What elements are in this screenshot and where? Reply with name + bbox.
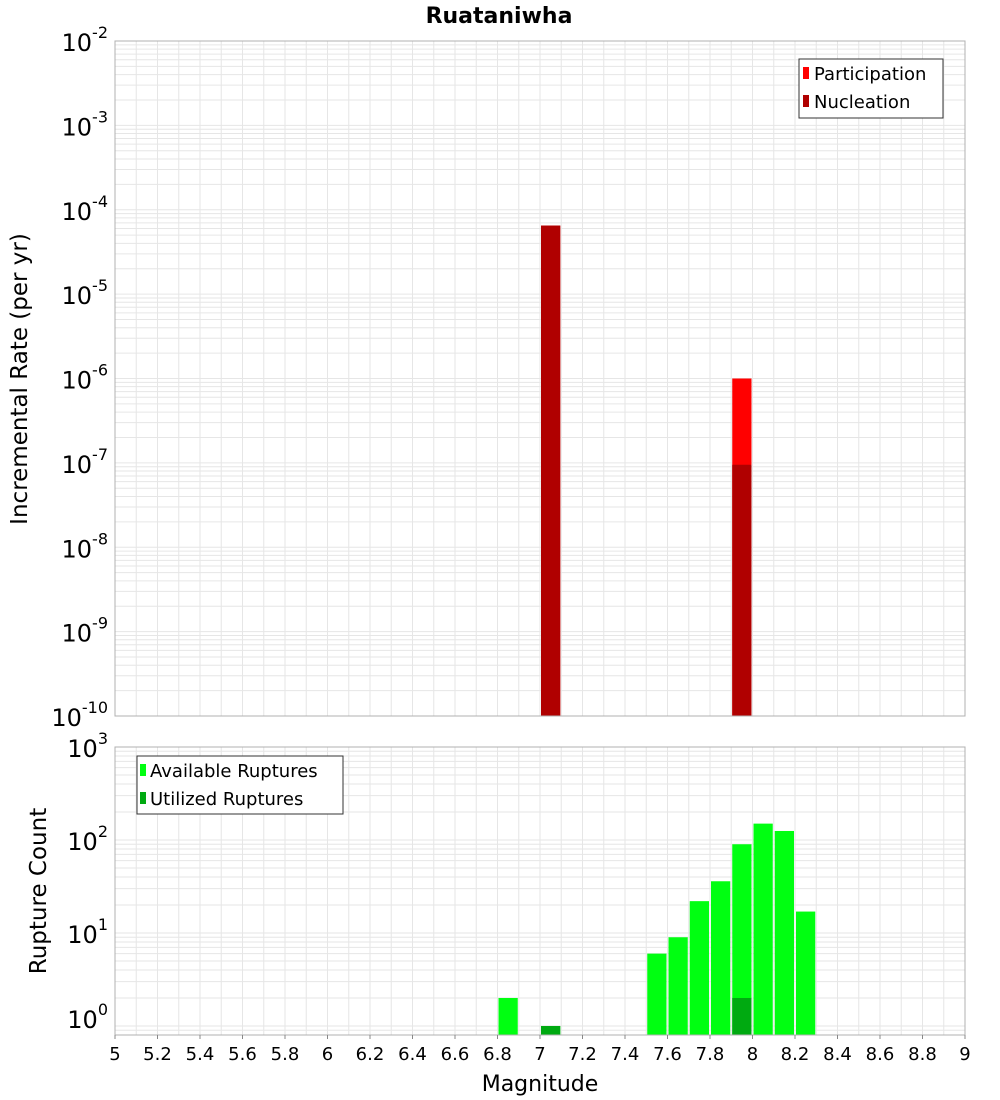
utilized-legend-swatch bbox=[140, 792, 146, 804]
x-tick-label: 5.6 bbox=[228, 1044, 257, 1065]
rate-plot-bars bbox=[541, 225, 752, 717]
nucleation-legend-swatch bbox=[803, 95, 809, 107]
x-tick-label: 6.4 bbox=[398, 1044, 427, 1065]
rate-plot: 10-2 10-3 10-4 10-5 10-6 10-7 10-8 10-9 10-10 In… bbox=[7, 23, 966, 732]
count-legend-box bbox=[136, 755, 344, 815]
rate-nucleation-bar bbox=[541, 225, 561, 717]
count-available-ruptures-bar bbox=[668, 937, 688, 1035]
available-legend-label: Available Ruptures bbox=[150, 761, 318, 782]
count-available-ruptures-bar bbox=[498, 997, 518, 1035]
x-tick-label: 7 bbox=[534, 1044, 545, 1065]
rate-y-tick-label: 10-4 bbox=[62, 192, 109, 226]
x-tick-label: 8.4 bbox=[823, 1044, 852, 1065]
rate-y-axis-label: Incremental Rate (per yr) bbox=[7, 233, 33, 525]
count-y-tick-label: 102 bbox=[67, 822, 108, 856]
count-available-ruptures-bar bbox=[689, 901, 709, 1035]
x-axis-label: Magnitude bbox=[482, 1072, 599, 1097]
x-tick-label: 7.8 bbox=[696, 1044, 725, 1065]
x-tick-label: 5.4 bbox=[186, 1044, 215, 1065]
count-utilized-ruptures-bar bbox=[732, 997, 752, 1035]
chart-title: Ruataniwha bbox=[426, 4, 573, 29]
utilized-legend-label: Utilized Ruptures bbox=[150, 789, 303, 810]
rate-y-tick-label: 10-5 bbox=[62, 276, 109, 310]
count-y-tick-label: 100 bbox=[67, 1000, 108, 1034]
rate-legend-box bbox=[798, 58, 944, 119]
x-tick-label: 8.8 bbox=[908, 1044, 937, 1065]
x-tick-label: 8.2 bbox=[781, 1044, 810, 1065]
rate-y-tick-label: 10-10 bbox=[51, 698, 108, 732]
count-available-ruptures-bar bbox=[753, 823, 773, 1035]
x-tick-label: 5 bbox=[109, 1044, 120, 1065]
x-tick-label: 5.2 bbox=[143, 1044, 172, 1065]
rate-y-tick-label: 10-8 bbox=[62, 529, 109, 563]
count-available-ruptures-bar bbox=[647, 953, 667, 1035]
available-legend-swatch bbox=[140, 764, 146, 776]
x-tick-label: 5.8 bbox=[271, 1044, 300, 1065]
nucleation-legend-label: Nucleation bbox=[814, 92, 910, 113]
rate-nucleation-bar bbox=[732, 464, 752, 716]
rate-legend: Participation Nucleation bbox=[798, 58, 944, 119]
x-tick-label: 6.6 bbox=[441, 1044, 470, 1065]
count-available-ruptures-bar bbox=[732, 844, 752, 1035]
rate-y-tick-label: 10-9 bbox=[62, 614, 109, 648]
count-y-tick-label: 103 bbox=[67, 729, 108, 763]
count-y-tick-label: 101 bbox=[67, 915, 108, 949]
count-available-ruptures-bar bbox=[711, 881, 731, 1035]
count-available-ruptures-bar bbox=[796, 911, 816, 1035]
participation-legend-swatch bbox=[803, 67, 809, 79]
participation-legend-label: Participation bbox=[814, 64, 926, 85]
count-y-axis-label: Rupture Count bbox=[26, 808, 52, 974]
x-tick-label: 7.6 bbox=[653, 1044, 682, 1065]
rate-plot-grid bbox=[114, 41, 966, 717]
count-plot-y-ticks: 103 102 101 100 bbox=[67, 729, 108, 1034]
rate-plot-frame bbox=[114, 40, 966, 717]
rate-y-tick-label: 10-3 bbox=[62, 107, 109, 141]
count-plot-bars bbox=[498, 823, 816, 1035]
count-legend: Available Ruptures Utilized Ruptures bbox=[136, 755, 344, 815]
x-tick-label: 8 bbox=[747, 1044, 758, 1065]
rate-y-tick-label: 10-7 bbox=[62, 445, 109, 479]
x-tick-label: 6.2 bbox=[356, 1044, 385, 1065]
rate-y-tick-label: 10-2 bbox=[62, 23, 109, 57]
x-tick-label: 9 bbox=[959, 1044, 970, 1065]
x-tick-label: 6 bbox=[322, 1044, 333, 1065]
rate-plot-y-ticks: 10-2 10-3 10-4 10-5 10-6 10-7 10-8 10-9 10-10 bbox=[51, 23, 108, 732]
x-axis-ticks: 5 5.2 5.4 5.6 5.8 6 6.2 6.4 6.6 6.8 7 7.2 7.4 7.6 7.8 8… bbox=[109, 1035, 971, 1065]
x-tick-label: 6.8 bbox=[483, 1044, 512, 1065]
count-plot: 103 102 101 100 Rupture Count Available Rup… bbox=[26, 729, 966, 1036]
count-available-ruptures-bar bbox=[774, 830, 794, 1035]
rate-y-tick-label: 10-6 bbox=[62, 361, 109, 395]
count-utilized-ruptures-bar bbox=[541, 1025, 561, 1035]
x-tick-label: 7.4 bbox=[611, 1044, 640, 1065]
x-tick-label: 8.6 bbox=[866, 1044, 895, 1065]
x-tick-label: 7.2 bbox=[568, 1044, 597, 1065]
